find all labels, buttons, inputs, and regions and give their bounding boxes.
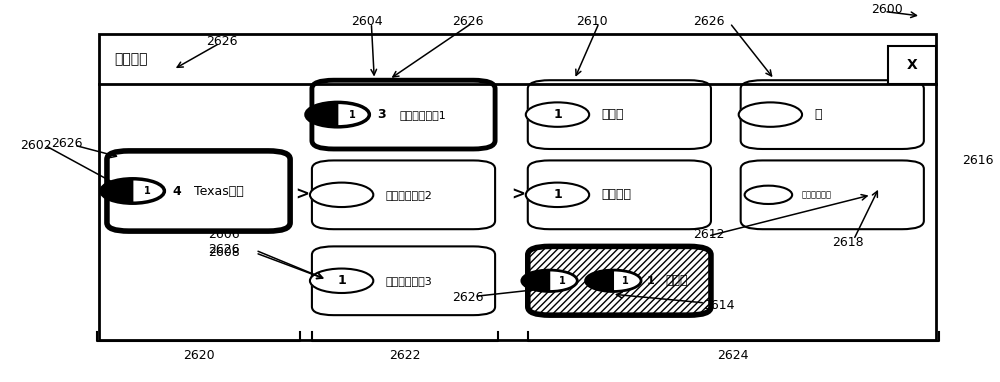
Text: 3: 3 [377,108,386,121]
Text: 2618: 2618 [832,236,863,249]
Circle shape [310,269,373,293]
Text: 1: 1 [337,274,346,287]
FancyBboxPatch shape [99,34,936,340]
FancyBboxPatch shape [528,246,711,315]
FancyBboxPatch shape [312,246,495,315]
Text: 塔: 塔 [814,108,821,121]
Text: 1: 1 [559,276,565,286]
Text: 2626: 2626 [208,243,239,256]
Text: 2626: 2626 [51,137,83,150]
Text: 1: 1 [144,186,150,196]
Polygon shape [586,270,613,291]
Text: 2608: 2608 [208,246,240,259]
Text: 2616: 2616 [962,154,994,167]
Text: >: > [511,185,525,203]
Text: 2624: 2624 [717,349,749,362]
Circle shape [101,179,164,203]
Text: 1: 1 [553,108,562,121]
Text: 2606: 2606 [208,228,240,241]
FancyBboxPatch shape [528,160,711,229]
Text: 2620: 2620 [183,349,214,362]
Text: 2602: 2602 [20,139,51,152]
FancyBboxPatch shape [107,151,290,231]
Text: 1: 1 [647,276,655,286]
Text: 原油蒸馏装置1: 原油蒸馏装置1 [399,110,446,120]
Text: 2622: 2622 [389,349,421,362]
Text: 2614: 2614 [703,299,735,312]
FancyBboxPatch shape [312,160,495,229]
Text: 2626: 2626 [453,15,484,28]
Text: X: X [907,58,917,72]
Text: 加热器: 加热器 [666,274,688,287]
Circle shape [310,183,373,207]
Text: 导航窗格: 导航窗格 [114,52,147,66]
Circle shape [526,102,589,127]
Text: 1: 1 [622,276,629,286]
FancyBboxPatch shape [312,80,495,149]
Text: 2626: 2626 [453,291,484,304]
Text: 1: 1 [349,110,355,120]
Text: 储存罐: 储存罐 [601,108,624,121]
Text: 2626: 2626 [693,15,725,28]
Text: 原油蒸馏装置3: 原油蒸馏装置3 [385,276,432,286]
Text: 2604: 2604 [352,15,383,28]
Text: 2612: 2612 [693,228,725,241]
Text: 2610: 2610 [576,15,608,28]
Polygon shape [522,270,550,291]
Bar [888,46,936,84]
Circle shape [745,186,792,204]
Polygon shape [306,102,338,127]
Circle shape [522,270,577,291]
FancyBboxPatch shape [741,80,924,149]
Text: 天然气收集器: 天然气收集器 [802,190,832,199]
Polygon shape [101,179,133,203]
Text: 原油蒸馏装置2: 原油蒸馏装置2 [385,190,432,200]
Text: Texas工厂: Texas工厂 [194,185,244,197]
Text: 脱盐设备: 脱盐设备 [601,188,631,201]
FancyBboxPatch shape [741,160,924,229]
Text: 4: 4 [172,185,181,197]
Circle shape [306,102,369,127]
FancyBboxPatch shape [528,80,711,149]
Text: 2626: 2626 [206,35,237,48]
Circle shape [739,102,802,127]
Circle shape [586,270,641,291]
Text: 1: 1 [553,188,562,201]
Text: >: > [295,185,309,203]
Circle shape [526,183,589,207]
Text: 2600: 2600 [871,3,903,16]
